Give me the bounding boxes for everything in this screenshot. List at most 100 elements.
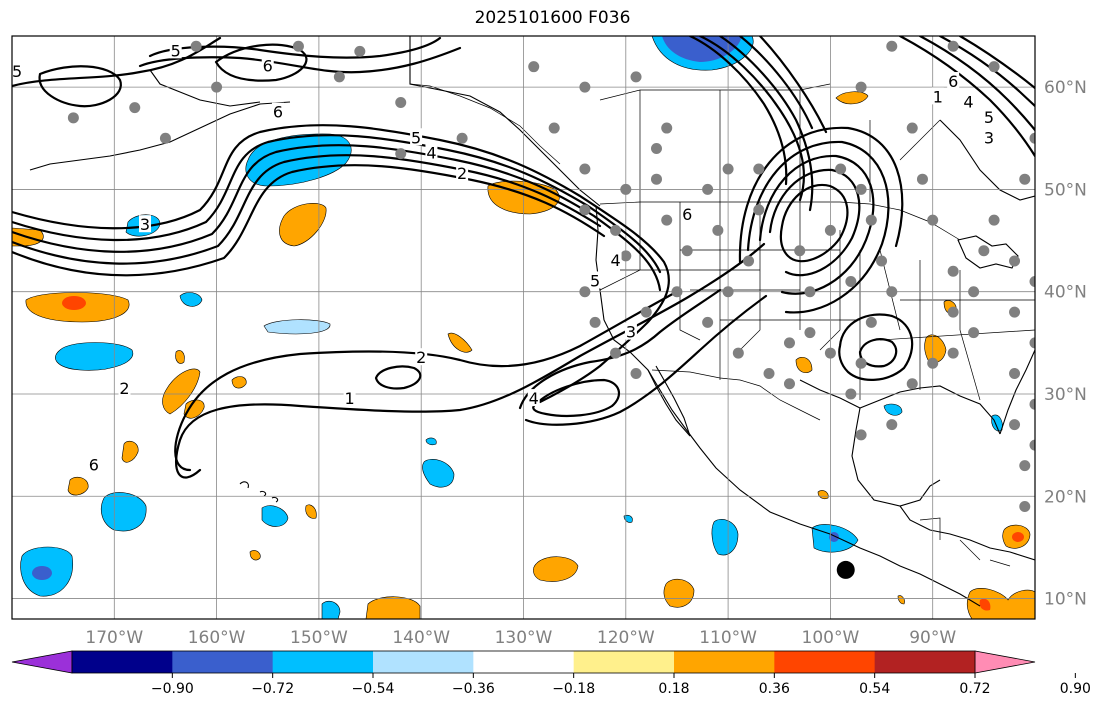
station-dot [159,132,171,144]
shade-negative-hawaii-n [55,342,134,371]
contour-label-bg [589,271,602,289]
station-dot [620,183,632,195]
contour-label: 6 [682,205,692,224]
contour-loop-texas [838,313,914,381]
station-dot [671,286,683,298]
contour-ne-1 [898,36,1035,158]
contour-loop-3a [518,288,722,410]
station-dot [333,71,345,83]
station-dot [783,337,795,349]
station-dot [395,96,407,108]
contour-nw-top [12,36,222,88]
contour-label-bg [527,389,540,407]
station-dot [886,40,898,52]
coast-alaska-sw [149,69,261,107]
station-dot [927,357,939,369]
contour-loop-4 [532,378,621,418]
colorbar-extend-low [11,650,73,674]
station-dot [865,214,877,226]
station-dot [1029,275,1035,287]
shade-negative-small-4 [883,403,903,416]
station-dot [968,327,980,339]
contour-label: 5 [590,271,600,290]
colorbar-tick-label: 0.90 [1060,681,1091,697]
contour-ring-2 [738,126,904,264]
station-dot [753,204,765,216]
station-dot [794,245,806,257]
station-dot [589,316,601,328]
contour-value-2 [174,288,682,472]
border-alaska-canada [409,83,561,165]
shade-positive-small-10 [817,490,829,500]
contour-east-2 [718,36,814,212]
colorbar-tick-label: 0.72 [959,681,990,697]
shade-positive-small-6 [305,504,317,519]
station-dot [968,286,980,298]
station-dot [354,45,366,57]
borders-central-america [919,517,1011,567]
shade-positive-small-11 [897,595,905,605]
contour-label-bg [271,102,284,120]
station-dot [630,71,642,83]
latitude-labels: 10°N 20°N 30°N 40°N 50°N 60°N [1044,78,1087,609]
contour-label: 5 [171,41,181,60]
station-dot [579,204,591,216]
contour-label-bg [12,61,24,79]
colorbar-segment [874,651,976,673]
station-dot [1029,398,1035,410]
contour-label: 4 [963,92,973,111]
shade-negative-small-7 [623,514,633,523]
station-dot [190,40,202,52]
colorbar-segment [272,651,374,673]
shade-positive-ne-pacific [279,203,327,247]
station-dot [783,378,795,390]
coast-yucatan [899,505,1035,561]
shade-positive-canada-east [835,91,869,105]
station-dot [855,183,867,195]
coast-aleutians [29,101,291,171]
contour-loop-texas-inner [858,338,898,368]
station-dot [855,357,867,369]
station-dot [702,183,714,195]
station-dot [824,347,836,359]
contour-ring-4 [758,154,875,295]
shade-strong-positive-1 [62,296,86,310]
contour-label-bg [609,251,622,269]
colorbar-outline [71,650,976,674]
shade-negative-small-2 [179,292,203,307]
colorbar-tick-label: −0.36 [452,681,495,697]
contour-loop-3b [524,294,768,426]
station-dot [845,388,857,400]
shade-positive-small-2 [175,350,185,364]
station-dot [1019,460,1031,472]
colorbar-extend-high [974,650,1036,674]
station-dot [579,163,591,175]
map-title: 2025101600 F036 [474,8,631,28]
contour-label-bg [425,143,438,161]
colorbar-segment [573,651,675,673]
shade-negative-mid-3 [422,459,455,488]
shade-positive-streak-2 [183,399,205,419]
station-dot [610,224,622,236]
station-dot [702,316,714,328]
station-dot [947,265,959,277]
station-dot [947,40,959,52]
contour-label: 4 [610,251,620,270]
graticule [12,36,1035,619]
colorbar-segment [373,651,474,673]
shade-negative-small-3 [321,600,341,619]
contour-label: 6 [273,103,283,122]
shade-strong-positive-3 [979,598,991,611]
lat-tick-label: 10°N [1044,590,1087,610]
station-dot [528,61,540,73]
station-dot [620,250,632,262]
station-dot [67,112,79,124]
contour-label-bg [947,72,960,90]
shade-positive-mid-2 [663,578,695,608]
station-dot [456,132,468,144]
station-markers [67,40,1035,512]
lon-tick-label: 90°W [909,628,956,648]
lon-tick-label: 110°W [699,628,757,648]
contour-label: 2 [416,348,426,367]
